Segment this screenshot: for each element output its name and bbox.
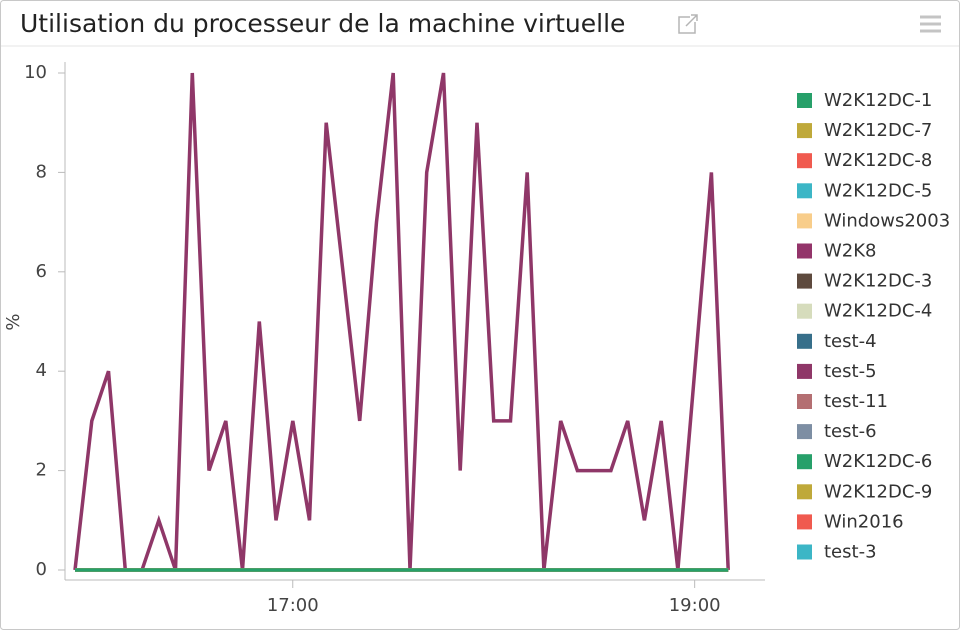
legend-label: test-5 [824, 361, 877, 382]
legend-swatch [797, 213, 812, 229]
legend-swatch [797, 514, 812, 530]
legend-label: W2K12DC-8 [824, 150, 932, 171]
legend-label: W2K12DC-9 [824, 481, 932, 502]
legend-label: test-3 [824, 542, 877, 563]
y-tick-label: 10 [24, 62, 47, 83]
y-axis-label: % [3, 313, 24, 330]
legend-label: W2K12DC-3 [824, 271, 932, 292]
y-tick-label: 2 [36, 460, 47, 481]
legend-swatch [797, 93, 812, 108]
legend-swatch [797, 303, 812, 319]
legend-swatch [797, 544, 812, 560]
legend-swatch [797, 484, 812, 500]
y-tick-label: 8 [36, 161, 47, 182]
legend-label: W2K12DC-4 [824, 301, 932, 322]
legend-label: W2K12DC-7 [824, 120, 932, 141]
legend-label: W2K12DC-6 [824, 451, 932, 472]
legend-label: test-6 [824, 421, 877, 442]
legend-swatch [797, 363, 812, 379]
y-tick-label: 4 [36, 360, 47, 381]
legend-swatch [797, 153, 812, 169]
plot-area [73, 72, 730, 572]
x-tick-label: 17:00 [267, 595, 319, 616]
legend-swatch [797, 454, 812, 470]
legend-swatch [797, 123, 812, 139]
legend-label: Win2016 [824, 511, 904, 532]
popout-arrow[interactable] [685, 14, 698, 27]
legend-label: W2K12DC-5 [824, 180, 932, 201]
legend-swatch [797, 243, 812, 259]
chart-title: Utilisation du processeur de la machine … [20, 9, 625, 38]
y-tick-label: 0 [36, 559, 47, 580]
series-line [73, 72, 730, 572]
legend-label: W2K12DC-1 [824, 90, 932, 111]
menu-icon[interactable] [920, 15, 941, 33]
legend-swatch [797, 273, 812, 289]
legend-label: W2K8 [824, 241, 877, 262]
popout-box[interactable] [678, 16, 696, 34]
legend-label: test-4 [824, 331, 877, 352]
legend-label: test-11 [824, 391, 888, 412]
legend-label: Windows2003 [824, 210, 950, 231]
legend-swatch [797, 424, 812, 440]
legend-swatch [797, 333, 812, 349]
x-tick-label: 19:00 [669, 595, 721, 616]
legend-swatch [797, 183, 812, 199]
legend-swatch [797, 394, 812, 409]
y-tick-label: 6 [36, 261, 47, 282]
popout-icon[interactable] [678, 14, 698, 34]
